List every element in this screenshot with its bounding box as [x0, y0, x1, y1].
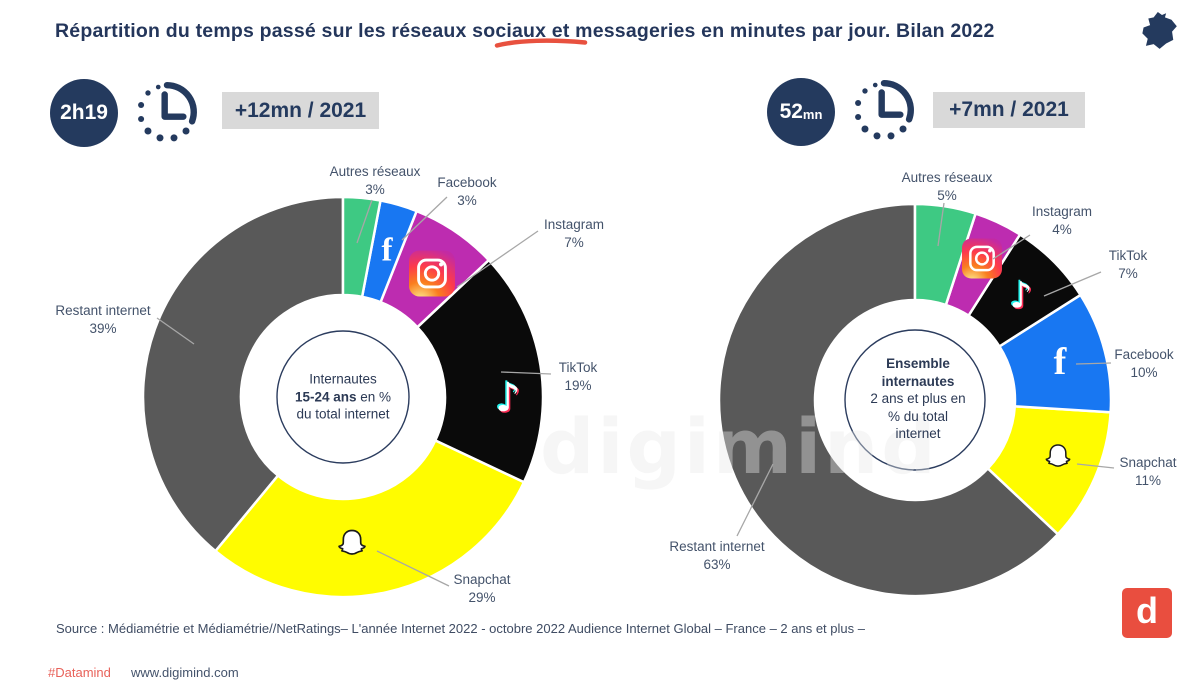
slice-label-instagram: Instagram 4%	[1031, 204, 1093, 238]
instagram-camera-icon	[962, 238, 1002, 284]
page-title: Répartition du temps passé sur les résea…	[55, 20, 995, 42]
center-line: en %	[356, 389, 392, 405]
tiktok-note-icon: ♪	[495, 375, 521, 421]
center-line: 2 ans et plus en	[870, 391, 966, 407]
daily-time-badge-ensemble: 52 mn	[767, 78, 835, 146]
donut-slice-facebook	[997, 293, 1113, 414]
slice-label-instagram: Instagram 7%	[543, 217, 605, 251]
daily-time-value: 52	[779, 100, 803, 123]
center-bold: 15-24 ans	[294, 389, 357, 405]
logo-letter: d	[1136, 590, 1158, 631]
facebook-f-icon: f	[381, 232, 393, 269]
donut-slice-restant-internet	[717, 202, 1060, 598]
title-red-underline	[494, 38, 588, 48]
donut-slice-autres-réseaux	[913, 202, 978, 307]
hashtag-link[interactable]: #Datamind	[48, 665, 111, 680]
daily-time-unit: mn	[802, 107, 823, 122]
tiktok-note-icon: ♪	[1009, 275, 1033, 317]
facebook-f-icon: f	[1053, 341, 1067, 383]
slice-label-restant-internet: Restant internet 63%	[669, 539, 765, 573]
center-line: du total internet	[296, 406, 390, 422]
daily-time-badge-15-24: 2h19	[50, 79, 118, 147]
website-link[interactable]: www.digimind.com	[131, 665, 239, 680]
slice-label-facebook: Facebook 3%	[437, 175, 497, 209]
delta-vs-2021-badge: +12mn / 2021	[222, 92, 379, 129]
dotted-clock-icon	[855, 79, 914, 140]
center-bold: internautes	[881, 373, 955, 389]
slice-label-autres-reseaux: Autres réseaux 3%	[329, 164, 421, 198]
donut-slice-tiktok	[415, 258, 545, 484]
slice-label-tiktok: TikTok 19%	[558, 360, 598, 394]
slice-label-autres-reseaux: Autres réseaux 5%	[901, 170, 993, 204]
france-map-icon	[1142, 12, 1177, 49]
slice-label-tiktok: TikTok 7%	[1108, 248, 1148, 282]
donut-center-circle	[844, 329, 986, 471]
donut-center-label: Ensemble internautes 2 ans et plus en % …	[853, 355, 983, 443]
snapchat-ghost-icon	[1040, 441, 1076, 482]
donut-center-label: Internautes 15-24 ans en % du total inte…	[263, 371, 423, 424]
slice-label-snapchat: Snapchat 29%	[453, 572, 511, 606]
center-line: Internautes	[309, 371, 377, 387]
delta-vs-2021-badge: +7mn / 2021	[933, 92, 1085, 128]
dotted-clock-icon	[138, 81, 197, 142]
snapchat-ghost-icon	[332, 526, 372, 571]
slice-label-snapchat: Snapchat 11%	[1119, 455, 1177, 489]
daily-time-value: 2h19	[60, 101, 108, 124]
donut-slice-snapchat	[986, 404, 1112, 536]
donut-slice-restant-internet	[141, 195, 345, 553]
center-line: % du total	[887, 408, 949, 424]
donut-chart-ensemble	[717, 202, 1113, 598]
digimind-logo[interactable]: d	[1122, 588, 1172, 638]
source-text: Source : Médiamétrie et Médiamétrie//Net…	[56, 621, 865, 636]
center-line: internet	[895, 426, 941, 442]
slice-label-facebook: Facebook 10%	[1114, 347, 1174, 381]
center-bold: Ensemble	[886, 356, 950, 372]
slice-label-restant-internet: Restant internet 39%	[55, 303, 151, 337]
instagram-camera-icon	[409, 250, 455, 302]
donut-center-circle	[276, 330, 410, 464]
